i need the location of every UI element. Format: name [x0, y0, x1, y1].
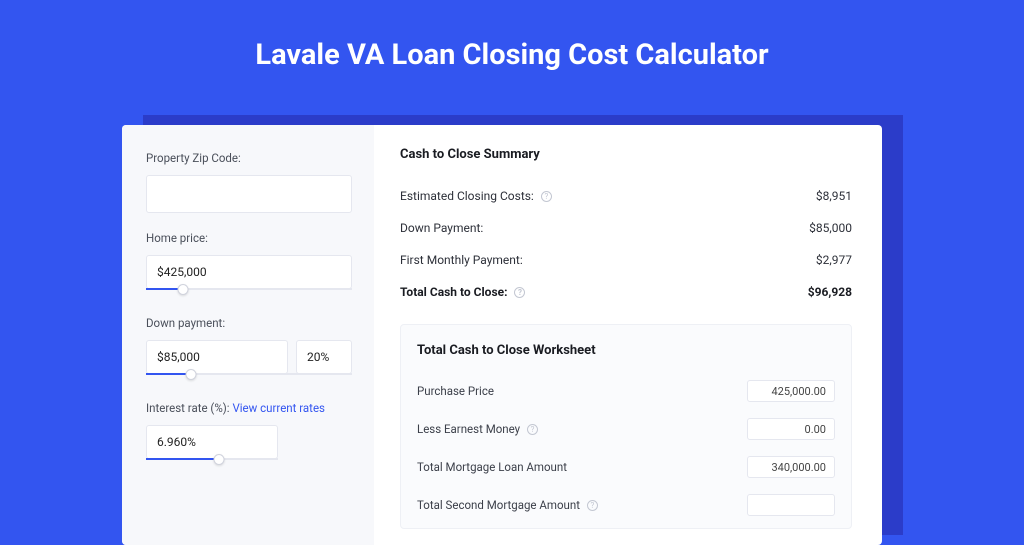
- page-title: Lavale VA Loan Closing Cost Calculator: [0, 0, 1024, 100]
- help-icon[interactable]: ?: [587, 500, 598, 511]
- interest-rate-label: Interest rate (%): View current rates: [146, 401, 352, 415]
- summary-row-down-payment: Down Payment: $85,000: [400, 212, 852, 244]
- zip-label: Property Zip Code:: [146, 151, 352, 165]
- interest-rate-label-text: Interest rate (%):: [146, 401, 230, 415]
- worksheet-row-second-mortgage: Total Second Mortgage Amount ?: [417, 486, 835, 524]
- worksheet-label: Purchase Price: [417, 384, 494, 398]
- interest-rate-slider[interactable]: [146, 458, 278, 468]
- summary-title: Cash to Close Summary: [400, 147, 852, 162]
- summary-label: Total Cash to Close:: [400, 285, 507, 299]
- zip-input[interactable]: [146, 175, 352, 213]
- home-price-slider[interactable]: [146, 288, 352, 298]
- interest-rate-input[interactable]: 6.960%: [146, 425, 278, 459]
- summary-row-first-payment: First Monthly Payment: $2,977: [400, 244, 852, 276]
- worksheet-title: Total Cash to Close Worksheet: [417, 343, 835, 358]
- down-payment-amount-input[interactable]: $85,000: [146, 340, 288, 374]
- down-payment-percent-input[interactable]: 20%: [296, 340, 352, 374]
- summary-row-closing-costs: Estimated Closing Costs: ? $8,951: [400, 180, 852, 212]
- zip-field: Property Zip Code:: [146, 151, 352, 213]
- worksheet-value-input[interactable]: [747, 494, 835, 516]
- summary-value: $85,000: [809, 221, 852, 235]
- summary-value: $8,951: [816, 189, 852, 203]
- summary-row-total: Total Cash to Close: ? $96,928: [400, 276, 852, 308]
- results-column: Cash to Close Summary Estimated Closing …: [374, 125, 882, 545]
- view-rates-link[interactable]: View current rates: [232, 401, 325, 415]
- summary-value: $2,977: [816, 253, 852, 267]
- worksheet-row-earnest-money: Less Earnest Money ? 0.00: [417, 410, 835, 448]
- down-payment-field: Down payment: $85,000 20%: [146, 316, 352, 383]
- worksheet-label: Less Earnest Money: [417, 422, 520, 436]
- summary-label: Down Payment:: [400, 221, 483, 235]
- summary-label: Estimated Closing Costs:: [400, 189, 534, 203]
- worksheet-label: Total Second Mortgage Amount: [417, 498, 580, 512]
- home-price-input[interactable]: $425,000: [146, 255, 352, 289]
- down-payment-label: Down payment:: [146, 316, 352, 330]
- worksheet-row-purchase-price: Purchase Price 425,000.00: [417, 372, 835, 410]
- worksheet-label: Total Mortgage Loan Amount: [417, 460, 567, 474]
- worksheet-value-input[interactable]: 340,000.00: [747, 456, 835, 478]
- help-icon[interactable]: ?: [541, 191, 552, 202]
- home-price-label: Home price:: [146, 231, 352, 245]
- inputs-column: Property Zip Code: Home price: $425,000 …: [122, 125, 374, 545]
- summary-label: First Monthly Payment:: [400, 253, 523, 267]
- summary-value: $96,928: [808, 285, 852, 299]
- interest-rate-field: Interest rate (%): View current rates 6.…: [146, 401, 352, 468]
- calculator-card: Property Zip Code: Home price: $425,000 …: [122, 125, 882, 545]
- home-price-field: Home price: $425,000: [146, 231, 352, 298]
- worksheet-panel: Total Cash to Close Worksheet Purchase P…: [400, 324, 852, 529]
- help-icon[interactable]: ?: [514, 287, 525, 298]
- down-payment-slider[interactable]: [146, 373, 352, 383]
- worksheet-value-input[interactable]: 0.00: [747, 418, 835, 440]
- worksheet-value-input[interactable]: 425,000.00: [747, 380, 835, 402]
- worksheet-row-mortgage-amount: Total Mortgage Loan Amount 340,000.00: [417, 448, 835, 486]
- help-icon[interactable]: ?: [527, 424, 538, 435]
